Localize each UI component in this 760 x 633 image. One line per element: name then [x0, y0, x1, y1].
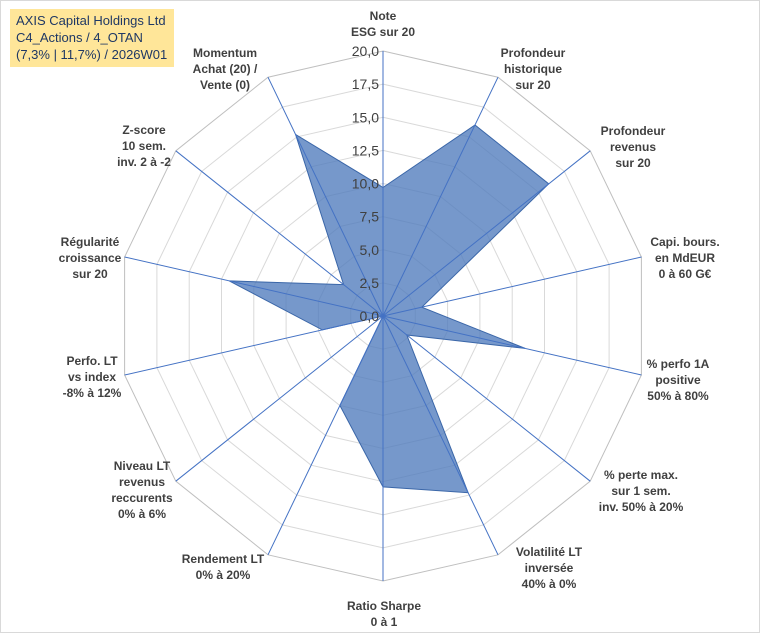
- axis-label: Profondeur revenus sur 20: [601, 124, 666, 170]
- tick-label: 2,5: [360, 275, 380, 291]
- axis-spoke: [175, 150, 384, 317]
- axis-spoke: [382, 150, 591, 317]
- axis-label: % perte max. sur 1 sem. inv. 50% à 20%: [599, 468, 684, 514]
- axis-label: Rendement LT 0% à 20%: [182, 552, 265, 582]
- axis-label: Régularité croissance sur 20: [59, 235, 122, 281]
- axis-spoke: [124, 256, 384, 317]
- tick-label: 15,0: [352, 109, 379, 125]
- axis-label: Perfo. LT vs index -8% à 12%: [63, 354, 122, 400]
- radar-tick-labels: 0,0 2,5 5,0 7,5 10,0 12,5 15,0 17,5 20,0: [352, 43, 379, 324]
- axis-label: Momentum Achat (20) / Vente (0): [193, 46, 258, 92]
- axis-spoke: [382, 256, 642, 317]
- axis-spoke: [382, 315, 591, 482]
- axis-label: Niveau LT revenus reccurents 0% à 6%: [111, 459, 173, 521]
- tick-label: 5,0: [360, 242, 380, 258]
- tick-label: 10,0: [352, 176, 379, 192]
- chart-title-company: AXIS Capital Holdings Ltd: [16, 13, 166, 28]
- tick-label: 17,5: [352, 76, 379, 92]
- axis-spoke: [175, 315, 384, 482]
- tick-label: 7,5: [360, 209, 380, 225]
- axis-spoke: [267, 76, 384, 317]
- axis-label: Profondeur historique sur 20: [501, 46, 566, 92]
- axis-label: Z-score 10 sem. inv. 2 à -2: [117, 123, 171, 169]
- axis-spoke: [382, 315, 499, 556]
- tick-label: 0,0: [360, 308, 380, 324]
- axis-label: % perfo 1A positive 50% à 80%: [647, 357, 710, 403]
- axis-spoke: [382, 315, 642, 376]
- axis-spoke: [267, 315, 384, 556]
- radar-axis-labels: Note ESG sur 20 Profondeur historique sur 20…: [59, 9, 720, 629]
- radar-series: [229, 124, 550, 494]
- axis-label: Capi. bours. en MdEUR 0 à 60 G€: [650, 235, 719, 281]
- series-area: [229, 124, 550, 494]
- tick-label: 20,0: [352, 43, 379, 59]
- tick-label: 12,5: [352, 142, 379, 158]
- chart-title-box: AXIS Capital Holdings Ltd C4_Actions / 4…: [10, 9, 175, 67]
- chart-title-period: (7,3% | 11,7%) / 2026W01: [16, 47, 168, 62]
- axis-spoke: [124, 315, 384, 376]
- axis-label: Volatilité LT inversée 40% à 0%: [516, 545, 583, 591]
- axis-label: Ratio Sharpe 0 à 1: [347, 599, 421, 629]
- chart-title-category: C4_Actions / 4_OTAN: [16, 30, 143, 45]
- axis-label: Note ESG sur 20: [351, 9, 415, 39]
- axis-spoke: [382, 76, 499, 317]
- radar-spokes: [124, 51, 642, 581]
